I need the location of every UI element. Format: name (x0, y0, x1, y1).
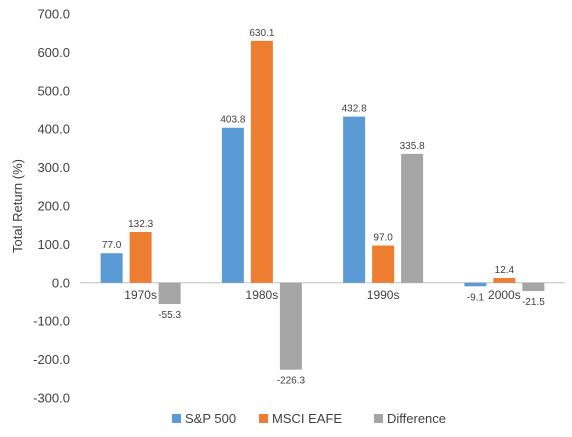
legend[interactable]: S&P 500 MSCI EAFE Difference (172, 411, 446, 426)
y-tick-label: -100.0 (33, 314, 70, 329)
bar-difference-1990s (401, 153, 424, 283)
y-tick-label: 0.0 (52, 275, 70, 290)
data-label: -226.3 (277, 376, 306, 387)
y-tick-label: 400.0 (37, 122, 70, 137)
data-label: 12.4 (495, 265, 515, 276)
legend-swatch (172, 414, 181, 423)
y-tick-label: 100.0 (37, 237, 70, 252)
bar-msci-eafe-1970s (129, 231, 152, 283)
data-labels: 77.0 132.3 -55.3 403.8 630.1 -226.3 432.8 97.0 3… (102, 28, 545, 387)
bar-series (100, 40, 545, 370)
data-label: -9.1 (467, 292, 485, 303)
category-label: 1980s (246, 288, 279, 302)
bar-s-p-500-1990s (343, 116, 366, 283)
data-label: 77.0 (102, 240, 122, 251)
category-label: 1990s (367, 288, 400, 302)
bar-s-p-500-2000s (464, 282, 487, 287)
y-tick-label: 300.0 (37, 160, 70, 175)
legend-item-difference[interactable]: Difference (374, 411, 446, 426)
y-tick-label: 600.0 (37, 45, 70, 60)
bar-difference-1980s (279, 282, 302, 370)
y-tick-label: 700.0 (37, 7, 70, 22)
data-label: 97.0 (373, 233, 393, 244)
y-tick-label: -300.0 (33, 391, 70, 406)
bar-s-p-500-1970s (100, 253, 123, 283)
y-axis-title: Total Return (%) (10, 159, 25, 253)
legend-item-s-p-500[interactable]: S&P 500 (172, 411, 236, 426)
legend-swatch (374, 414, 383, 423)
legend-swatch (259, 414, 268, 423)
legend-label: MSCI EAFE (272, 411, 342, 426)
category-label: 2000s (488, 288, 521, 302)
y-tick-label: 500.0 (37, 83, 70, 98)
bar-difference-1970s (158, 282, 181, 305)
bar-s-p-500-1980s (221, 127, 244, 283)
data-label: 630.1 (249, 28, 274, 39)
legend-label: Difference (387, 411, 446, 426)
data-label: 335.8 (400, 141, 425, 152)
category-labels: 1970s 1980s 1990s 2000s (124, 288, 520, 302)
bar-msci-eafe-1980s (250, 40, 273, 283)
legend-label: S&P 500 (185, 411, 236, 426)
y-tick-label: -200.0 (33, 352, 70, 367)
data-label: 403.8 (220, 115, 245, 126)
y-axis-ticks: 700.0 600.0 500.0 400.0 300.0 200.0 100.0 0.0 -1… (33, 7, 70, 406)
bar-msci-eafe-1990s (372, 245, 395, 283)
category-label: 1970s (124, 288, 157, 302)
data-label: 432.8 (342, 104, 367, 115)
data-label: -55.3 (158, 310, 181, 321)
data-label: 132.3 (128, 219, 153, 230)
y-tick-label: 200.0 (37, 199, 70, 214)
legend-item-msci-eafe[interactable]: MSCI EAFE (259, 411, 342, 426)
bar-msci-eafe-2000s (493, 278, 516, 283)
bar-difference-2000s (522, 282, 545, 292)
data-label: -21.5 (522, 297, 545, 308)
